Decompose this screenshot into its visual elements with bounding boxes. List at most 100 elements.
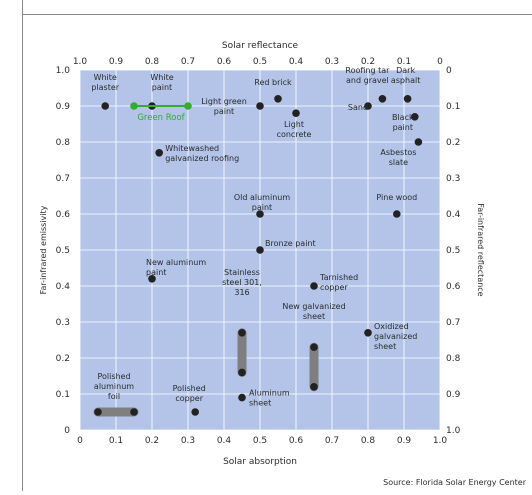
y-tick-label: 0.4 — [56, 282, 71, 292]
top-tick-label: 0.8 — [145, 57, 160, 67]
point-label: White plaster — [91, 73, 119, 92]
point-label: Oxidized galvanized sheet — [374, 322, 417, 351]
range-end-point — [130, 408, 138, 416]
point-label: Aluminum sheet — [249, 389, 290, 408]
range-end-point — [94, 408, 102, 416]
right-tick-label: 0.4 — [446, 210, 461, 220]
x-tick-label: 0.9 — [397, 436, 412, 446]
point-label: Asbestos slate — [380, 148, 416, 167]
top-tick-label: 0.7 — [181, 57, 195, 67]
x-tick-label: 0.6 — [289, 436, 304, 446]
top-tick-label: 0.5 — [253, 57, 267, 67]
right-tick-label: 0.6 — [446, 282, 461, 292]
data-point — [155, 149, 163, 157]
range-label: New galvanized sheet — [282, 302, 345, 321]
top-tick-label: 0.4 — [289, 57, 304, 67]
range-label: Polished aluminum foil — [94, 372, 134, 401]
y-tick-label: 0.2 — [56, 354, 70, 364]
data-point — [411, 113, 419, 121]
right-tick-label: 0 — [446, 66, 452, 76]
right-axis-label: Far-infrared reflectance — [476, 203, 485, 296]
left-divider — [22, 0, 23, 491]
x-tick-label: 0.7 — [325, 436, 339, 446]
right-tick-label: 0.7 — [446, 318, 460, 328]
range-end-point — [238, 329, 246, 337]
right-tick-label: 0.1 — [446, 102, 460, 112]
point-label: Tarnished copper — [319, 273, 358, 292]
x-axis-label: Solar absorption — [223, 457, 297, 467]
y-tick-label: 0.1 — [56, 390, 70, 400]
y-tick-label: 0.5 — [56, 246, 70, 256]
point-label: Light concrete — [277, 120, 312, 139]
x-tick-label: 0.3 — [181, 436, 195, 446]
green-roof-point — [184, 102, 192, 110]
data-point — [148, 275, 156, 283]
right-tick-label: 1.0 — [446, 426, 461, 436]
point-label: Whitewashed galvanized roofing — [165, 144, 239, 163]
y-tick-label: 0.9 — [56, 102, 71, 112]
data-point — [310, 282, 318, 290]
x-tick-label: 0.8 — [361, 436, 376, 446]
y-tick-label: 0.8 — [56, 138, 71, 148]
range-end-point — [310, 383, 318, 391]
green-roof-point — [130, 102, 138, 110]
point-label: Dark asphalt — [391, 66, 420, 85]
y-tick-label: 0.6 — [56, 210, 71, 220]
point-label: Light green paint — [201, 97, 247, 116]
point-label: Sand — [348, 103, 368, 112]
x-tick-label: 1.0 — [433, 436, 448, 446]
right-tick-label: 0.2 — [446, 138, 460, 148]
point-label: White paint — [150, 73, 173, 92]
top-tick-label: 0.3 — [325, 57, 339, 67]
point-label: New aluminum paint — [146, 258, 206, 277]
point-label: Polished copper — [173, 384, 206, 403]
data-point — [378, 95, 387, 103]
data-point — [256, 246, 264, 254]
y-axis-label: Far-infrared emissivity — [39, 205, 48, 294]
y-tick-label: 0.7 — [56, 174, 70, 184]
point-label: Pine wood — [376, 193, 417, 202]
range-end-point — [310, 343, 318, 352]
top-tick-label: 0 — [437, 57, 443, 67]
x-tick-label: 0.4 — [217, 436, 232, 446]
point-label: Red brick — [254, 78, 292, 87]
point-label: Old aluminum paint — [234, 193, 290, 212]
data-point — [101, 102, 109, 110]
range-end-point — [238, 368, 246, 377]
top-tick-label: 0.2 — [361, 57, 375, 67]
point-labels: White plaster White paint Red brick Light gre… — [91, 66, 420, 408]
tick-labels: 0 1.0 0 1.0 0.1 0.9 0.1 0.9 0.2 0.8 0.2 0.8 0.3 0.7 0.… — [56, 57, 461, 446]
data-point — [393, 210, 401, 218]
right-tick-label: 0.5 — [446, 246, 460, 256]
data-point — [292, 109, 300, 117]
data-point — [414, 138, 423, 146]
x-tick-label: 0 — [77, 436, 83, 446]
x-tick-label: 0.5 — [253, 436, 267, 446]
point-label: Roofing tar and gravel — [345, 66, 390, 85]
point-label: Bronze paint — [265, 239, 316, 248]
top-divider — [22, 14, 532, 15]
data-point — [256, 210, 264, 218]
data-point — [403, 95, 412, 103]
data-point — [256, 102, 264, 110]
data-point — [238, 393, 246, 402]
top-axis-label: Solar reflectance — [222, 41, 299, 51]
green-roof-label: Green Roof — [137, 113, 185, 123]
x-tick-label: 0.2 — [145, 436, 159, 446]
data-point — [191, 408, 199, 416]
right-tick-label: 0.8 — [446, 354, 461, 364]
x-tick-label: 0.1 — [109, 436, 123, 446]
data-marks — [93, 95, 423, 417]
right-tick-label: 0.3 — [446, 174, 460, 184]
y-tick-label: 0 — [64, 426, 70, 436]
data-point — [364, 329, 372, 337]
y-tick-label: 1.0 — [56, 66, 71, 76]
data-point — [274, 95, 282, 103]
top-tick-label: 0.1 — [397, 57, 411, 67]
range-label: Stainless steel 301, 316 — [222, 268, 262, 297]
data-point — [364, 102, 372, 110]
y-tick-label: 0.3 — [56, 318, 70, 328]
top-tick-label: 0.6 — [217, 57, 232, 67]
